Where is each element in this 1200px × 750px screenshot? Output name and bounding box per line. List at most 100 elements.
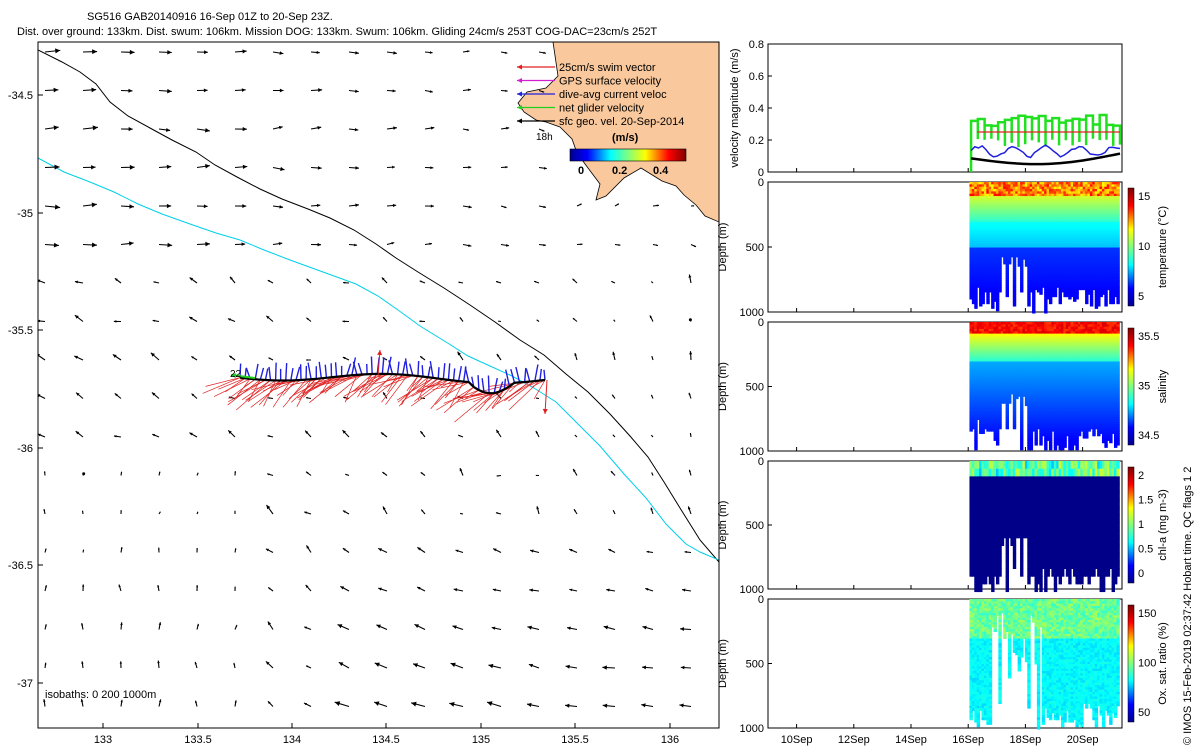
geostrophic-arrow xyxy=(113,320,122,323)
geostrophic-arrow xyxy=(81,510,84,515)
y-axis-label: velocity magnitude (m/s) xyxy=(729,48,741,167)
geostrophic-arrow xyxy=(189,277,198,284)
swim-vector xyxy=(218,377,246,390)
profile-column xyxy=(976,322,981,421)
colorbar-tick: 10 xyxy=(1138,241,1150,253)
profile-column xyxy=(1106,599,1111,716)
profile-column xyxy=(1012,599,1017,653)
legend-entry: sfc geo. vel. 20-Sep-2014 xyxy=(517,116,684,128)
geostrophic-arrow xyxy=(687,506,692,515)
profile-column xyxy=(1005,322,1009,430)
geostrophic-arrow xyxy=(342,510,350,515)
geostrophic-arrow xyxy=(386,203,397,208)
current-vector xyxy=(274,362,277,381)
geostrophic-arrow xyxy=(612,509,616,515)
y-tick-label: 0 xyxy=(758,317,764,329)
legend-label: 25cm/s swim vector xyxy=(559,62,656,74)
profile-column xyxy=(1065,599,1070,711)
geostrophic-arrow xyxy=(566,626,578,631)
geostrophic-arrow xyxy=(74,314,84,322)
geostrophic-arrow xyxy=(120,164,135,170)
profile-column xyxy=(1039,599,1043,628)
colorbar-tick: 2 xyxy=(1138,470,1144,482)
swim-vector xyxy=(205,377,241,387)
geostrophic-arrow xyxy=(304,626,312,631)
geostrophic-arrow xyxy=(538,205,547,209)
geostrophic-arrow xyxy=(234,49,247,54)
geostrophic-arrow xyxy=(574,396,578,399)
profile-column xyxy=(1073,322,1077,446)
geostrophic-arrow xyxy=(462,165,472,169)
profile-column xyxy=(1080,322,1084,432)
geostrophic-arrow xyxy=(650,394,654,399)
geostrophic-arrow xyxy=(120,471,123,476)
geostrophic-arrow xyxy=(527,625,540,631)
speed-colorbar: (m/s) 0 0.2 0.4 xyxy=(569,132,687,177)
swim-vector xyxy=(373,374,403,398)
swim-vector xyxy=(282,380,297,396)
swim-vector xyxy=(362,373,383,396)
geostrophic-arrow xyxy=(535,430,540,438)
swim-vector xyxy=(440,380,454,388)
swim-vector xyxy=(542,379,548,415)
profile-column xyxy=(974,182,978,309)
profile-column xyxy=(1034,322,1038,446)
current-vector xyxy=(259,367,265,380)
profile-column xyxy=(1039,182,1043,295)
y-tick-label: 1000 xyxy=(740,307,764,319)
geostrophic-arrow xyxy=(565,703,578,708)
geostrophic-arrow xyxy=(645,587,654,592)
geostrophic-arrow xyxy=(528,663,540,669)
current-vector xyxy=(498,381,504,392)
swim-vector xyxy=(276,379,302,396)
depth-section-panel: 0 500 1000 Depth (m) 2 1.5 1 0.5 0 chl-a (mg m-3) xyxy=(717,456,1169,596)
geostrophic-arrow xyxy=(196,50,208,55)
profile-column xyxy=(1053,322,1058,451)
geostrophic-arrow xyxy=(157,584,160,592)
profile-column xyxy=(1063,461,1067,570)
profile-column xyxy=(998,461,1002,577)
geostrophic-arrow xyxy=(44,204,61,210)
geostrophic-arrow xyxy=(614,243,621,246)
geostrophic-arrow xyxy=(82,584,85,592)
profile-column xyxy=(988,599,993,725)
geostrophic-arrow xyxy=(424,242,432,246)
geostrophic-arrow xyxy=(374,662,388,669)
geostrophic-arrow xyxy=(568,548,578,554)
geostrophic-arrow xyxy=(690,205,695,207)
swim-vector xyxy=(381,374,403,403)
profile-column xyxy=(1024,599,1029,663)
geostrophic-arrow xyxy=(424,204,434,208)
geostrophic-arrow xyxy=(650,281,654,284)
geostrophic-arrow xyxy=(449,701,464,708)
profile-column xyxy=(1029,461,1034,577)
current-vector xyxy=(515,366,521,383)
current-vector xyxy=(421,365,424,377)
profile-column xyxy=(1017,182,1022,267)
geostrophic-arrow xyxy=(158,127,171,132)
section-colorbar: 150 100 50 Ox. sat. ratio (%) xyxy=(1127,604,1169,723)
copyright-note: © IMOS 15-Feb-2019 02:37:42 Hobart time.… xyxy=(1182,467,1194,745)
geostrophic-arrow xyxy=(153,281,160,284)
swim-vector xyxy=(504,381,530,402)
profile-column xyxy=(1094,322,1099,430)
geostrophic-arrow xyxy=(412,663,426,669)
profile-column xyxy=(1024,322,1029,407)
geostrophic-arrow xyxy=(191,355,198,361)
swim-vector xyxy=(352,373,373,392)
profile-column xyxy=(1082,182,1087,291)
geostrophic-arrow xyxy=(272,166,285,171)
map-legend: 25cm/s swim vector GPS surface velocitydi… xyxy=(517,62,684,128)
geostrophic-arrow xyxy=(120,510,122,515)
geostrophic-arrow xyxy=(453,588,464,592)
geostrophic-arrow xyxy=(306,359,312,361)
profile-column xyxy=(1104,322,1108,448)
swim-vector xyxy=(508,380,541,410)
geostrophic-arrow xyxy=(688,469,692,476)
geostrophic-arrow xyxy=(573,508,578,515)
profile-column xyxy=(971,599,976,711)
profile-column xyxy=(1063,182,1067,298)
time-tick-label: 12Sep xyxy=(838,734,870,746)
profile-column xyxy=(1032,599,1036,623)
